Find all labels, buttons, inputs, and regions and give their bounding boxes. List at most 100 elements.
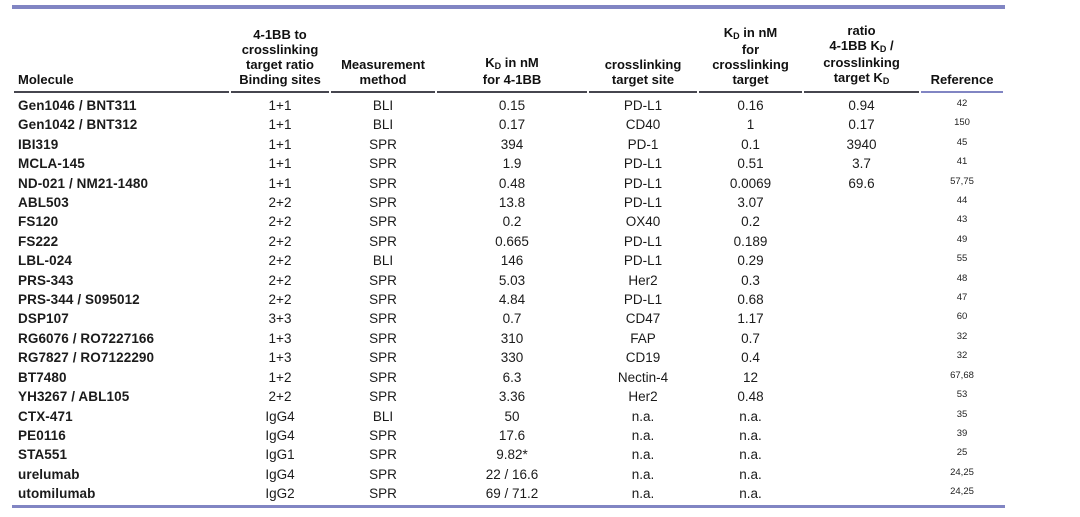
cell-molecule: utomilumab xyxy=(18,486,96,502)
cell-ratio xyxy=(804,445,919,464)
cell-molecule: FS120 xyxy=(18,214,59,230)
header-reference: Reference xyxy=(921,9,1003,93)
cell-binding: 3+3 xyxy=(268,311,292,327)
cell-kd-xlink: n.a. xyxy=(739,486,762,502)
cell-molecule: ND-021 / NM21-1480 xyxy=(18,175,149,191)
cell-kd-xlink: 0.68 xyxy=(737,292,764,308)
table-top-rule xyxy=(12,5,1005,9)
cell-kd-xlink: 0.1 xyxy=(741,136,760,152)
cell-reference: 67,68 xyxy=(950,369,974,381)
cell-site: n.a. xyxy=(631,408,655,424)
cell-kd-41bb: 330 xyxy=(500,350,524,366)
cell-site: PD-L1 xyxy=(623,253,663,269)
cell-kd-41bb: 69 / 71.2 xyxy=(485,486,539,502)
header-kd-crosslinking-target: KD in nM for crosslinking target xyxy=(699,9,802,93)
table-row: STA551 IgG1 SPR 9.82* n.a. n.a. 25 xyxy=(14,445,1003,464)
table-row: Gen1046 / BNT311 1+1 BLI 0.15 PD-L1 0.16 0.94 4… xyxy=(14,96,1003,115)
cell-kd-41bb: 310 xyxy=(500,330,524,346)
cell-site: CD19 xyxy=(625,350,661,366)
cell-site: Nectin-4 xyxy=(617,369,669,385)
header-ratio: ratio 4-1BB KD / crosslinking target KD xyxy=(804,9,919,93)
cell-site: FAP xyxy=(630,330,656,346)
cell-reference: 42 xyxy=(956,98,968,109)
cell-ratio: 0.94 xyxy=(848,98,875,113)
cell-ratio xyxy=(804,465,919,484)
cell-site: PD-1 xyxy=(627,136,659,152)
cell-binding: 2+2 xyxy=(268,292,292,308)
cell-site: n.a. xyxy=(631,447,655,463)
cell-reference: 35 xyxy=(956,408,968,420)
kd-subscript: D xyxy=(733,31,740,41)
cell-ratio xyxy=(804,484,919,503)
cell-kd-xlink: n.a. xyxy=(739,447,762,463)
header-molecule-label: Molecule xyxy=(18,72,74,87)
table-row: YH3267 / ABL105 2+2 SPR 3.36 Her2 0.48 53 xyxy=(14,387,1003,406)
cell-kd-xlink: 0.0069 xyxy=(729,175,772,191)
cell-site: OX40 xyxy=(625,214,661,230)
cell-molecule: FS222 xyxy=(18,233,59,249)
cell-ratio: 0.17 xyxy=(848,117,875,133)
cell-method: SPR xyxy=(369,447,397,463)
cell-method: SPR xyxy=(369,369,397,385)
cell-reference: 43 xyxy=(956,214,968,226)
cell-molecule: DSP107 xyxy=(18,311,69,327)
cell-binding: 1+1 xyxy=(268,175,292,191)
cell-method: BLI xyxy=(372,98,394,113)
table-row: PE0116 IgG4 SPR 17.6 n.a. n.a. 39 xyxy=(14,426,1003,445)
cell-kd-xlink: 0.7 xyxy=(741,330,760,346)
cell-kd-41bb: 9.82* xyxy=(496,447,528,463)
cell-ratio xyxy=(804,348,919,367)
cell-kd-41bb: 146 xyxy=(500,253,524,269)
cell-kd-41bb: 0.17 xyxy=(498,117,526,133)
cell-molecule: Gen1042 / BNT312 xyxy=(18,117,138,133)
table-row: utomilumab IgG2 SPR 69 / 71.2 n.a. n.a. 24,25 xyxy=(14,484,1003,503)
table-row: FS120 2+2 SPR 0.2 OX40 0.2 43 xyxy=(14,212,1003,231)
cell-reference: 41 xyxy=(956,156,968,168)
cell-method: SPR xyxy=(369,156,397,172)
cell-reference: 24,25 xyxy=(950,486,974,498)
cell-reference: 60 xyxy=(956,311,968,323)
table-row: Gen1042 / BNT312 1+1 BLI 0.17 CD40 1 0.17 150 xyxy=(14,115,1003,134)
header-kd-41bb: KD in nM for 4-1BB xyxy=(437,9,587,93)
cell-reference: 39 xyxy=(956,427,968,439)
cell-method: SPR xyxy=(369,233,397,249)
cell-molecule: IBI319 xyxy=(18,136,59,152)
cell-binding: IgG4 xyxy=(265,427,295,443)
table-bottom-rule xyxy=(12,504,1005,508)
table-row: urelumab IgG4 SPR 22 / 16.6 n.a. n.a. 24,25 xyxy=(14,465,1003,484)
cell-method: SPR xyxy=(369,272,397,288)
cell-kd-xlink: 0.4 xyxy=(741,350,760,366)
cell-ratio xyxy=(804,329,919,348)
cell-molecule: PRS-344 / S095012 xyxy=(18,292,140,308)
cell-ratio xyxy=(804,387,919,406)
cell-site: n.a. xyxy=(631,427,655,443)
cell-kd-xlink: 0.2 xyxy=(741,214,760,230)
cell-molecule: CTX-471 xyxy=(18,408,73,424)
cell-kd-xlink: 12 xyxy=(742,369,759,385)
cell-site: PD-L1 xyxy=(623,156,663,172)
cell-method: SPR xyxy=(369,350,397,366)
cell-site: PD-L1 xyxy=(623,195,663,211)
cell-kd-41bb: 3.36 xyxy=(498,389,526,405)
cell-binding: 1+1 xyxy=(268,98,292,113)
cell-method: BLI xyxy=(372,117,394,133)
cell-ratio: 3.7 xyxy=(852,156,871,172)
cell-binding: 1+1 xyxy=(268,156,292,172)
paper-table-page: Molecule 4-1BB to crosslinking target ra… xyxy=(0,5,1080,517)
cell-method: SPR xyxy=(369,466,397,482)
cell-binding: IgG4 xyxy=(265,408,295,424)
cell-kd-41bb: 22 / 16.6 xyxy=(485,466,539,482)
kd-subscript: D xyxy=(879,44,887,54)
cell-molecule: LBL-024 xyxy=(18,253,72,269)
cell-reference: 24,25 xyxy=(950,466,974,478)
cell-reference: 53 xyxy=(956,389,968,401)
table-body: Gen1046 / BNT311 1+1 BLI 0.15 PD-L1 0.16 0.94 4… xyxy=(14,93,1003,504)
cell-molecule: ABL503 xyxy=(18,195,69,211)
cell-reference: 57,75 xyxy=(950,175,974,187)
cell-site: n.a. xyxy=(631,486,655,502)
cell-reference: 32 xyxy=(956,330,968,342)
cell-kd-41bb: 17.6 xyxy=(498,427,526,443)
table-header: Molecule 4-1BB to crosslinking target ra… xyxy=(14,9,1003,93)
cell-binding: 2+2 xyxy=(268,253,292,269)
cell-site: n.a. xyxy=(631,466,655,482)
